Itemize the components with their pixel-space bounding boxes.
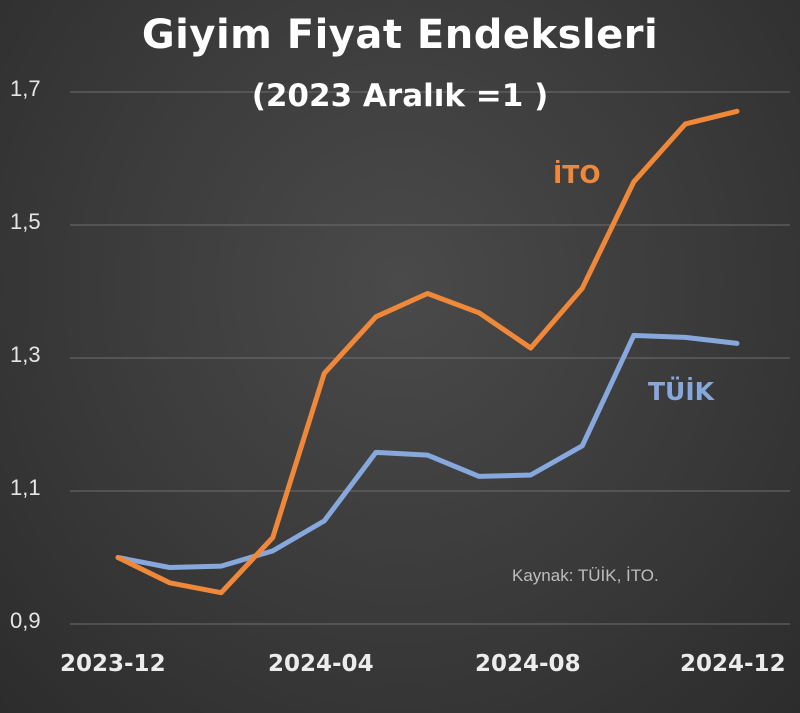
chart-title: Giyim Fiyat Endeksleri [141,12,659,58]
series-label-tuik: TÜİK [648,377,715,406]
y-tick-label: 1,7 [10,76,41,101]
y-tick-label: 1,5 [10,209,41,234]
y-tick-label: 1,3 [10,342,41,367]
x-tick-label: 2023-12 [60,651,166,677]
gridlines [70,91,790,625]
source-note: Kaynak: TÜİK, İTO. [512,566,659,585]
series-label-ito: İTO [553,160,601,189]
series-lines [115,108,740,596]
series-line-tuik [115,332,740,570]
series-line-ito [115,108,740,596]
x-tick-label: 2024-04 [268,651,374,677]
x-tick-label: 2024-08 [475,651,581,677]
x-tick-label: 2024-12 [680,651,786,677]
chart-subtitle: (2023 Aralık =1 ) [251,78,549,114]
y-tick-label: 1,1 [10,475,41,500]
y-tick-label: 0,9 [10,608,41,633]
